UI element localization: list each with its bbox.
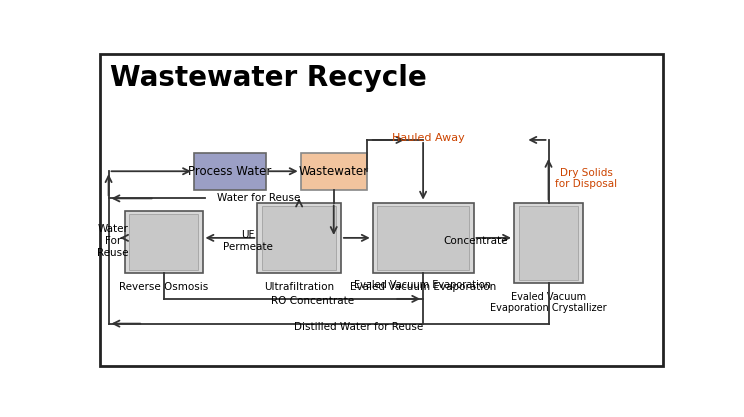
Text: RO Concentrate: RO Concentrate (271, 296, 353, 306)
Bar (519, 206, 579, 280)
Bar (301, 153, 367, 190)
Bar (194, 153, 266, 190)
Text: Reverse Osmosis: Reverse Osmosis (119, 282, 208, 292)
Text: Evaled Vacuum Evaporation: Evaled Vacuum Evaporation (354, 280, 491, 290)
Text: Ultrafiltration: Ultrafiltration (264, 282, 334, 292)
Text: Water
For
Reuse: Water For Reuse (97, 224, 129, 258)
Bar (257, 203, 341, 273)
Text: Distilled Water for Reuse: Distilled Water for Reuse (294, 322, 423, 332)
Text: Process Water: Process Water (188, 165, 272, 178)
Text: Evaled Vacuum Evaporation: Evaled Vacuum Evaporation (350, 282, 496, 292)
Text: UF
Permeate: UF Permeate (222, 230, 272, 252)
Bar (129, 214, 198, 270)
Bar (377, 206, 469, 270)
Bar (514, 203, 583, 283)
Bar (373, 203, 474, 273)
Text: Dry Solids
for Disposal: Dry Solids for Disposal (555, 168, 617, 189)
Text: Water for Reuse: Water for Reuse (217, 193, 301, 203)
Text: Wastewater: Wastewater (298, 165, 369, 178)
Text: Concentrate: Concentrate (443, 236, 508, 246)
Text: Evaled Vacuum
Evaporation Crystallizer: Evaled Vacuum Evaporation Crystallizer (490, 292, 607, 314)
FancyBboxPatch shape (100, 54, 663, 366)
Bar (262, 206, 336, 270)
Text: Wastewater Recycle: Wastewater Recycle (110, 65, 427, 93)
Text: Hauled Away: Hauled Away (392, 133, 465, 143)
Bar (125, 211, 202, 273)
